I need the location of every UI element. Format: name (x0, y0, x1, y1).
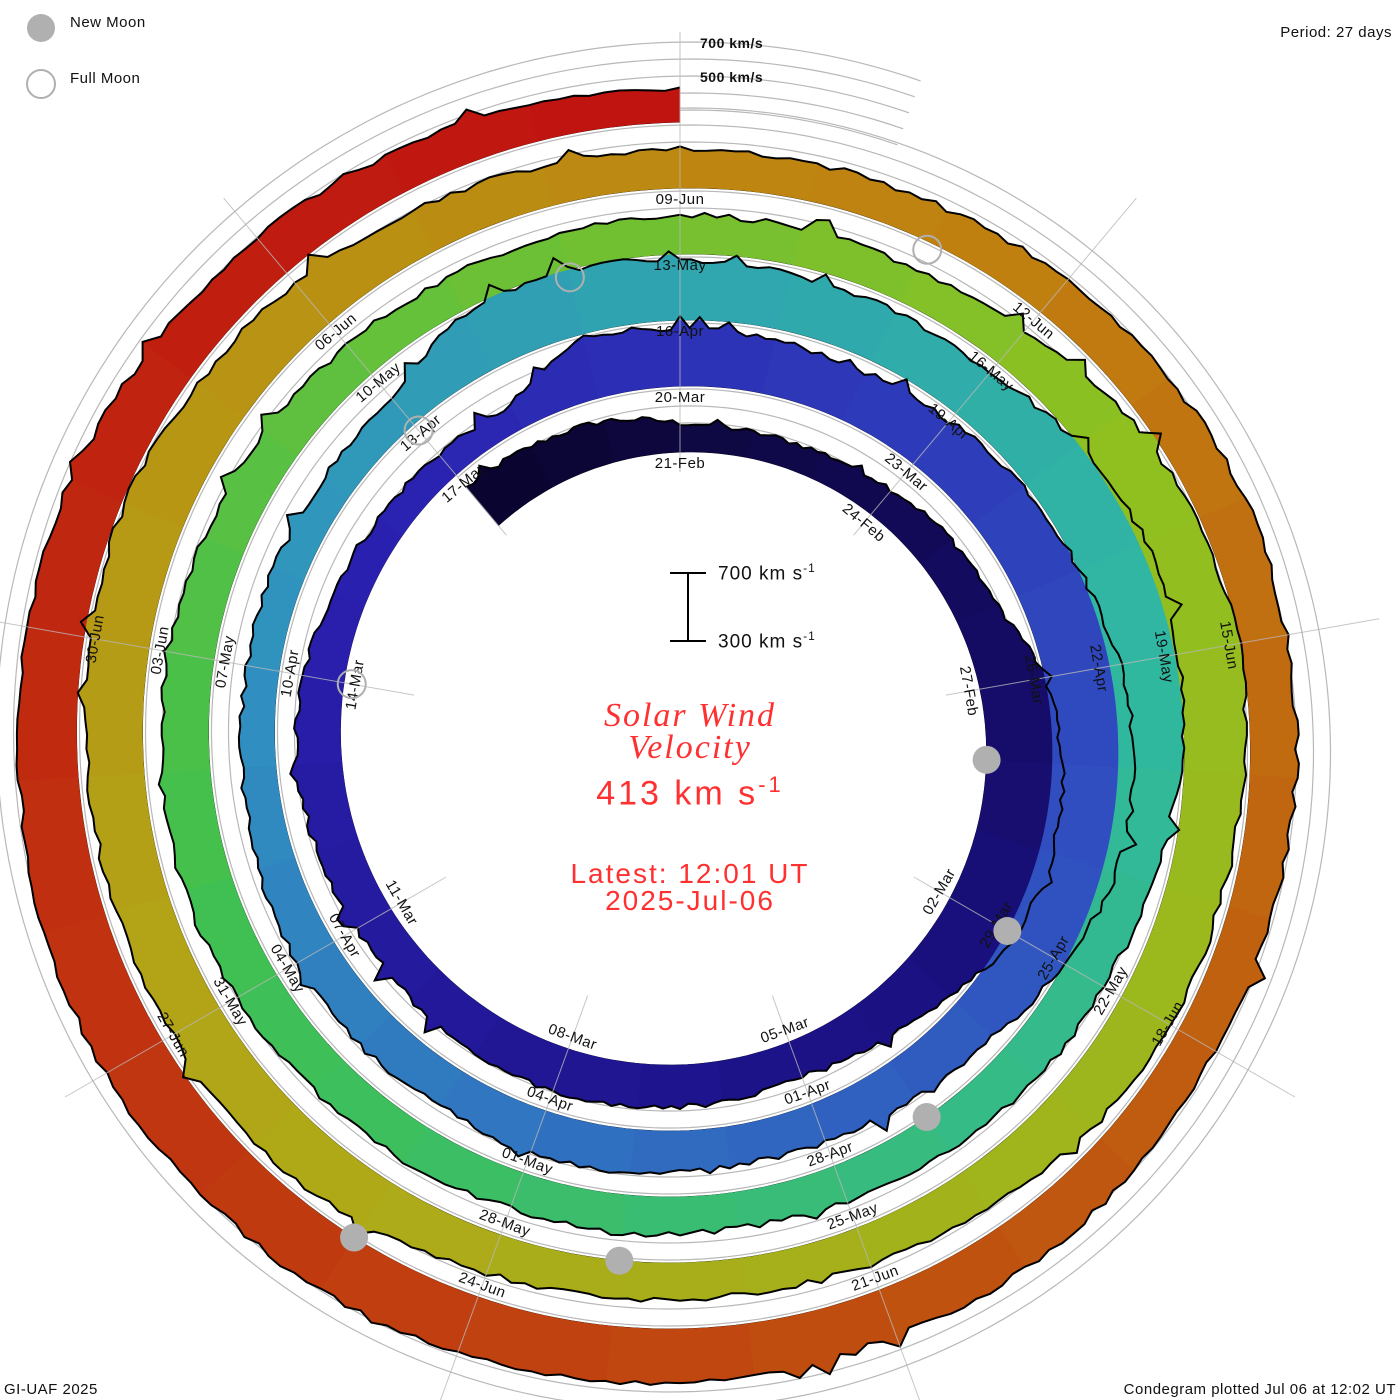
velocity-segment (316, 838, 392, 929)
full-moon-marker (336, 669, 367, 700)
title-line-2: Velocity (628, 729, 752, 766)
velocity-segment (257, 857, 335, 964)
latest-timestamp: Latest: 12:01 UT 2025-Jul-06 (520, 858, 860, 916)
current-speed: 413 km s-1 (596, 772, 784, 813)
date-label: 13-May (653, 257, 706, 274)
velocity-segment (161, 650, 215, 773)
scale-bottom-label: 300 km s-1 (718, 629, 816, 653)
velocity-segment (272, 477, 350, 581)
velocity-segment (811, 1061, 914, 1141)
velocity-segment (457, 1296, 613, 1382)
velocity-segment (636, 1061, 723, 1110)
moon-markers (336, 234, 1022, 1275)
new-moon-marker (340, 1223, 369, 1252)
radial-spoke (853, 197, 1137, 536)
velocity-segment (16, 626, 85, 781)
radial-spokes (0, 32, 1380, 1400)
radial-spoke (771, 995, 921, 1400)
velocity-bands (16, 87, 1300, 1386)
date-label: 16-Apr (656, 323, 704, 340)
full-moon-marker (554, 262, 585, 293)
velocity-segment (289, 761, 359, 852)
radial-spoke (0, 621, 415, 696)
chart-title: Solar Wind Velocity (540, 697, 840, 766)
legend-full-moon: Full Moon (70, 70, 141, 87)
period-label: Period: 27 days (1280, 24, 1392, 41)
new-moon-marker (972, 745, 1001, 774)
full-moon-marker (403, 415, 434, 446)
footer-credit: GI-UAF 2025 (4, 1381, 98, 1398)
full-moon-marker (912, 234, 943, 265)
scale-bar (670, 572, 706, 642)
legend-new-moon: New Moon (70, 14, 146, 31)
date-label: 20-Mar (655, 389, 706, 406)
velocity-segment (293, 675, 345, 765)
footer-plotted: Condegram plotted Jul 06 at 12:02 UT (1123, 1381, 1396, 1398)
radial-spoke (223, 197, 507, 536)
axis-label-500: 500 km/s (700, 69, 764, 85)
full-moon-legend-icon (26, 69, 56, 99)
scale-top-label: 700 km s-1 (718, 561, 816, 585)
grid-spiral-600 (12, 58, 1315, 1393)
latest-time: Latest: 12:01 UT (570, 858, 810, 889)
axis-label-700: 700 km/s (700, 35, 764, 51)
radial-spoke (913, 876, 1296, 1098)
velocity-segment (747, 1289, 901, 1379)
velocity-segment (629, 1126, 731, 1175)
radial-spoke (64, 876, 447, 1098)
new-moon-legend-icon (27, 14, 55, 42)
velocity-segment (528, 87, 681, 142)
radial-spoke (945, 618, 1380, 696)
new-moon-marker (912, 1103, 941, 1132)
date-label: 09-Jun (656, 191, 705, 208)
date-label: 21-Feb (655, 455, 706, 472)
title-line-1: Solar Wind (603, 697, 777, 734)
new-moon-marker (993, 917, 1022, 945)
radial-spoke (439, 995, 589, 1400)
latest-date: 2025-Jul-06 (605, 885, 775, 916)
new-moon-marker (605, 1246, 634, 1275)
velocity-segment (604, 1323, 755, 1386)
velocity-segment (333, 516, 403, 607)
